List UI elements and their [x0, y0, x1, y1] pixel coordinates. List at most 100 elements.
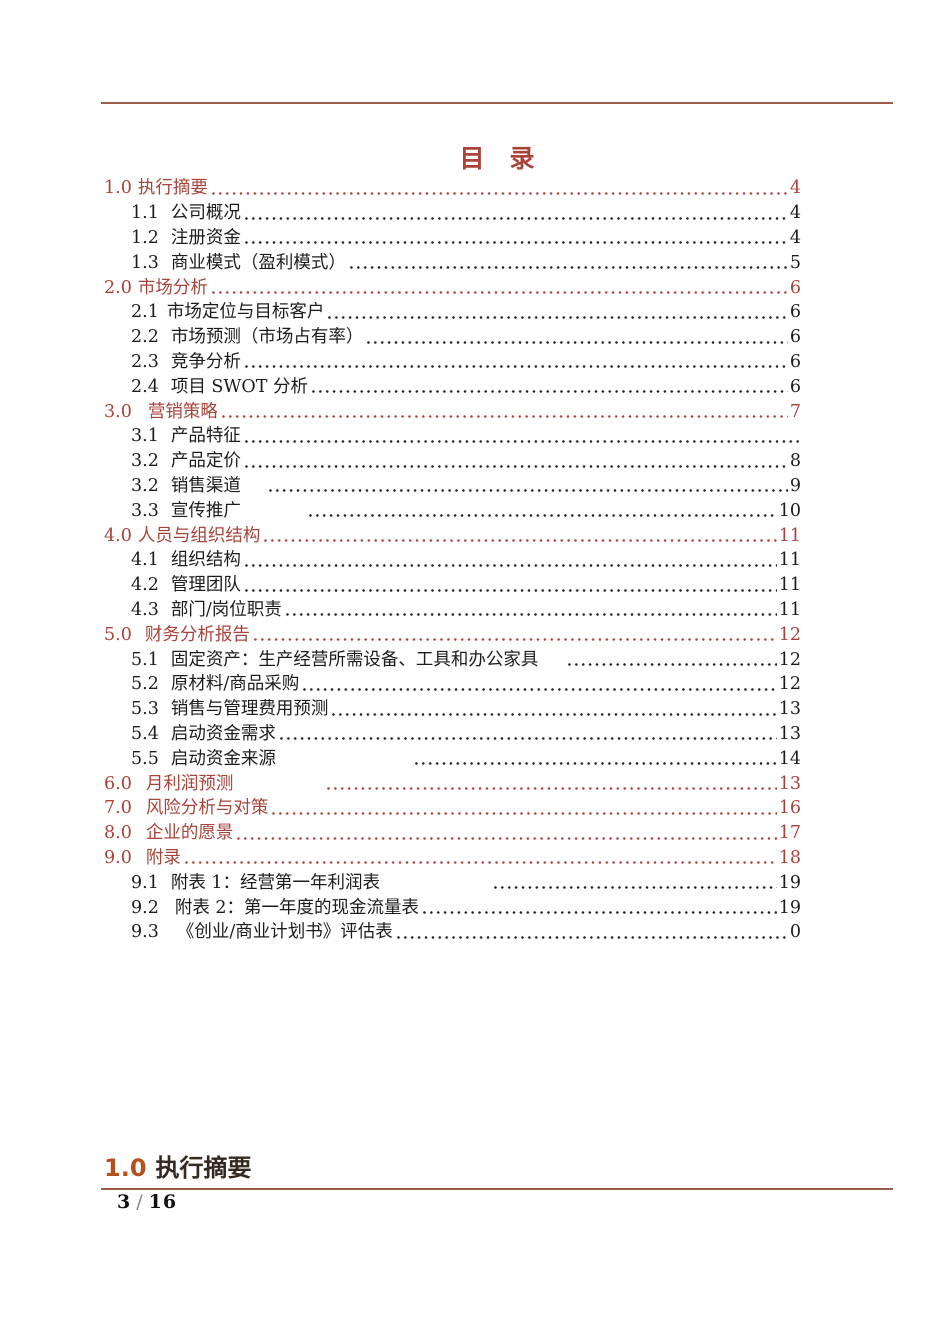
- toc-dot-leader: [282, 597, 777, 623]
- toc-dot-leader: [565, 647, 777, 672]
- toc-entry-page: 8: [789, 451, 801, 472]
- toc-entry-number: 2.2: [131, 327, 159, 348]
- toc-entry-page: 5: [789, 252, 801, 273]
- toc-entry-label: 销售渠道: [170, 475, 241, 496]
- toc-entry-label: 人员与组织结构: [137, 525, 261, 546]
- toc-entry-page: 14: [778, 748, 801, 769]
- toc-entry-page: 19: [778, 872, 801, 893]
- toc-entry-label: 组织结构: [170, 550, 241, 571]
- toc-entry-page: 4: [789, 227, 801, 248]
- toc-entry-number: 4.2: [131, 575, 159, 596]
- toc-entry-page: 6: [789, 351, 801, 372]
- toc-entry-label: 部门/岗位职责: [170, 599, 282, 620]
- section-heading-divider: [101, 1188, 893, 1190]
- toc-entry-page: 11: [778, 599, 801, 620]
- toc-entry-number: 2.0: [104, 277, 132, 298]
- toc-entry: 3.0 营销策略 7: [104, 399, 801, 424]
- toc-entry-label: 风险分析与对策: [145, 798, 269, 819]
- toc-entry-number: 5.3: [131, 699, 159, 720]
- toc-entry: 4.1 组织结构 11: [104, 547, 801, 573]
- toc-entry: 8.0 企业的愿景 17: [104, 820, 801, 846]
- section-heading-label: 执行摘要: [155, 1154, 252, 1182]
- toc-dot-leader: [241, 225, 788, 251]
- toc-entry-label: 启动资金需求: [170, 723, 276, 744]
- toc-dot-leader: [305, 498, 777, 524]
- toc-dot-leader: [269, 795, 777, 821]
- toc-entry-label: 原材料/商品采购: [170, 674, 300, 695]
- toc-entry: 6.0 月利润预测 13: [104, 771, 801, 796]
- toc-entry: 5.4 启动资金需求 13: [104, 721, 801, 747]
- toc-dot-leader: [346, 250, 788, 276]
- toc-entry-page: 12: [778, 624, 801, 645]
- current-page-number: 3: [117, 1191, 132, 1213]
- toc-entry-number: 9.2: [131, 897, 159, 918]
- toc-dot-leader: [208, 176, 788, 201]
- toc-entry-number: 9.1: [131, 872, 159, 893]
- toc-entry: 5.0 财务分析报告 12: [104, 622, 801, 648]
- toc-dot-leader: [308, 374, 788, 400]
- toc-entry-label: 竞争分析: [170, 351, 241, 372]
- section-heading: 1.0 执行摘要: [104, 1152, 252, 1184]
- toc-dot-leader: [420, 895, 777, 920]
- toc-entry: 9.0 附录 18: [104, 845, 801, 871]
- toc-entry-number: 3.2: [131, 451, 159, 472]
- toc-entry-number: 3.0: [104, 401, 132, 422]
- toc-entry-label: 附录: [145, 847, 181, 868]
- toc-entry-label: 市场预测（市场占有率）: [170, 327, 364, 348]
- toc-dot-leader: [265, 473, 788, 499]
- toc-entry-number: 1.0: [104, 178, 132, 199]
- toc-entry-page: 9: [789, 475, 801, 496]
- toc-entry: 2.2 市场预测（市场占有率） 6: [104, 324, 801, 350]
- toc-entry: 1.0 执行摘要 4: [104, 176, 801, 201]
- toc-dot-leader: [325, 299, 788, 325]
- toc-entry-page: 0: [789, 922, 801, 943]
- toc-entry: 2.1 市场定位与目标客户 6: [104, 299, 801, 325]
- toc-entry-page: 13: [778, 699, 801, 720]
- toc-entry: 5.1 固定资产：生产经营所需设备、工具和办公家具 12: [104, 647, 801, 672]
- toc-entry: 3.1 产品特征: [104, 423, 801, 449]
- toc-entry: 3.3 宣传推广 10: [104, 498, 801, 524]
- toc-entry-number: 3.3: [131, 500, 159, 521]
- toc-entry-number: 5.5: [131, 748, 159, 769]
- toc-entry-label: 财务分析报告: [144, 624, 250, 645]
- toc-entry: 4.0 人员与组织结构 11: [104, 523, 801, 548]
- toc-entry: 2.4 项目 SWOT 分析 6: [104, 374, 801, 400]
- toc-dot-leader: [241, 423, 799, 449]
- toc-entry-page: 6: [789, 277, 801, 298]
- toc-entry-page: 18: [778, 847, 801, 868]
- toc-dot-leader: [208, 275, 788, 300]
- toc-entry-number: 3.1: [131, 426, 159, 447]
- toc-dot-leader: [324, 771, 777, 796]
- toc-entry-number: 7.0: [104, 798, 132, 819]
- toc-entry-number: 1.3: [131, 252, 159, 273]
- total-page-count: 16: [148, 1191, 178, 1213]
- toc-dot-leader: [329, 696, 777, 722]
- toc-entry: 9.1 附表 1：经营第一年利润表 19: [104, 870, 801, 896]
- toc-entry: 5.3 销售与管理费用预测 13: [104, 696, 801, 722]
- toc-entry-page: 12: [778, 674, 801, 695]
- toc-tab-gap: [241, 497, 265, 498]
- toc-entry-page: 13: [778, 773, 801, 794]
- toc-entry-number: 5.1: [131, 649, 159, 670]
- toc-entry-number: 4.0: [104, 525, 132, 546]
- toc-entry: 1.3 商业模式（盈利模式） 5: [104, 250, 801, 276]
- toc-entry-number: 5.2: [131, 674, 159, 695]
- toc-entry-page: 16: [778, 798, 801, 819]
- toc-entry-page: 6: [789, 302, 801, 323]
- toc-dot-leader: [411, 746, 777, 772]
- toc-entry-label: 产品特征: [170, 426, 241, 447]
- toc-entry-label: 企业的愿景: [145, 823, 234, 844]
- toc-entry-page: 11: [778, 550, 801, 571]
- table-of-contents: 1.0 执行摘要 4 1.1 公司概况 4 1.2 注册资金 4 1.3 商业模…: [104, 176, 801, 945]
- toc-entry-page: 7: [789, 401, 801, 422]
- toc-entry-label: 营销策略: [147, 401, 218, 422]
- toc-entry-label: 销售与管理费用预测: [170, 699, 329, 720]
- toc-entry: 2.0 市场分析 6: [104, 275, 801, 300]
- toc-entry-label: 市场分析: [137, 277, 208, 298]
- toc-entry-page: 10: [778, 500, 801, 521]
- toc-entry-label: 执行摘要: [137, 178, 208, 199]
- toc-entry-label: 商业模式（盈利模式）: [170, 252, 346, 273]
- toc-dot-leader: [218, 399, 788, 424]
- toc-dot-leader: [241, 200, 788, 226]
